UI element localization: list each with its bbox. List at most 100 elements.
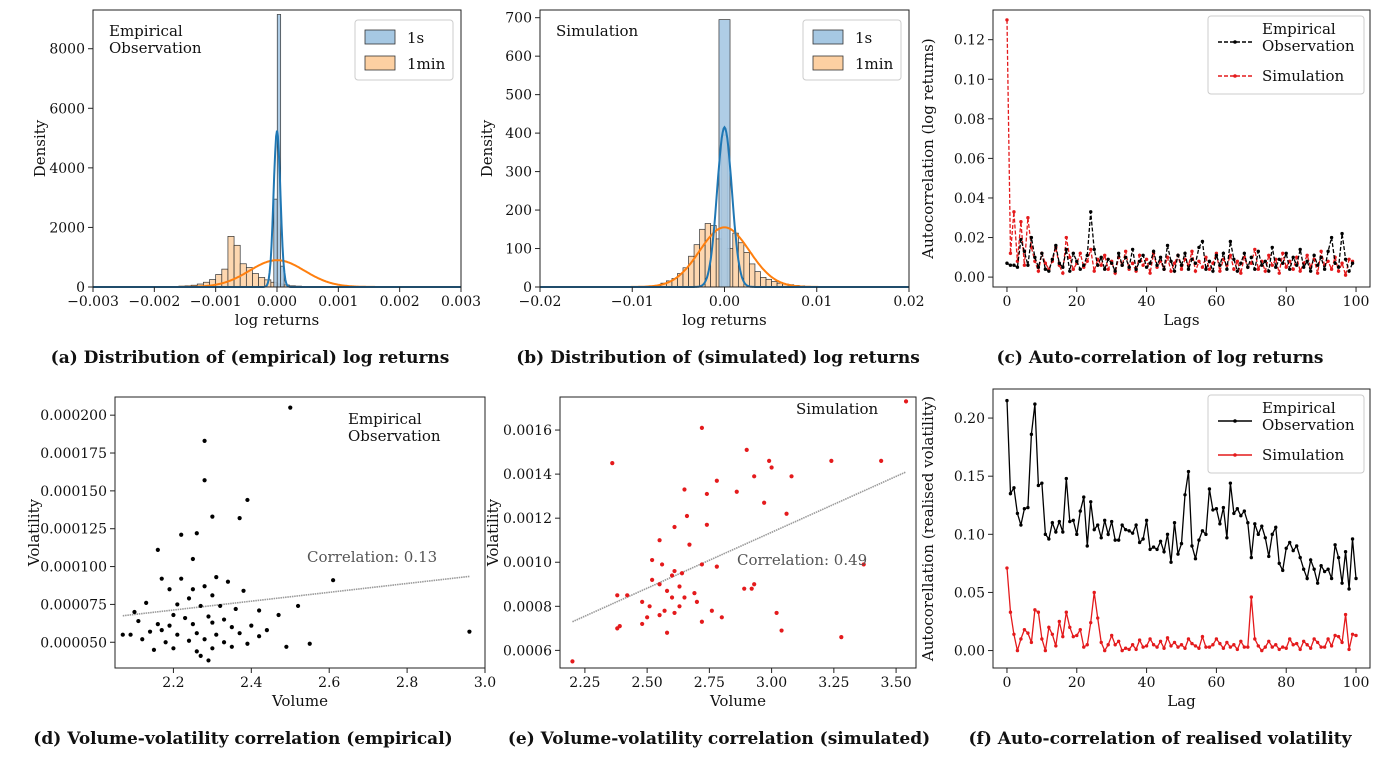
panel-f-point-simulation	[1207, 645, 1212, 649]
panel-f-point-simulation	[1078, 627, 1082, 632]
panel-c-point-empirical	[1207, 259, 1212, 263]
panel-b-legend-label-1s: 1s	[855, 29, 872, 47]
panel-f-point-empirical	[1200, 529, 1205, 533]
panel-c-point-simulation	[1106, 267, 1110, 271]
panel-f-axes-frame	[992, 388, 1371, 669]
panel-b-bar-1min	[699, 228, 706, 288]
panel-d-scatter-point	[210, 514, 215, 519]
panel-f-point-empirical	[1176, 552, 1180, 556]
panel-c-point-empirical	[1329, 235, 1334, 240]
panel-d-scatter-point	[331, 578, 336, 583]
panel-e-scatter-point	[699, 619, 705, 624]
panel-a-bar-1min	[252, 273, 259, 288]
panel-f-point-simulation	[1099, 640, 1103, 645]
panel-a-bar-1min	[233, 244, 241, 288]
panel-d-scatter-point	[221, 640, 227, 645]
panel-d-scatter-point	[284, 644, 289, 649]
panel-f-point-simulation	[1040, 637, 1044, 641]
panel-e-ytick-label: 0.0012	[503, 511, 552, 527]
panel-d-scatter-point	[229, 625, 234, 630]
panel-f-point-empirical	[1099, 536, 1103, 540]
panel-f-point-simulation	[1225, 640, 1229, 645]
panel-c-xtick-label: 60	[1207, 294, 1225, 310]
panel-c-point-empirical	[1343, 257, 1348, 261]
panel-f-point-empirical	[1336, 555, 1341, 560]
panel-e-scatter-point	[677, 584, 682, 589]
panel-e-scatter-point	[657, 613, 662, 618]
panel-d-ytick-label: 0.000050	[40, 635, 107, 651]
panel-e-annotation: Simulation	[796, 400, 879, 418]
panel-b-ytick-label: 0	[523, 280, 532, 296]
panel-f-xtick-label: 40	[1138, 675, 1156, 691]
panel-f-point-simulation	[1071, 634, 1075, 639]
panel-f-point-simulation	[1333, 633, 1337, 638]
panel-f-point-empirical	[1179, 541, 1184, 546]
panel-f-point-empirical	[1197, 538, 1201, 542]
panel-d-scatter-point	[194, 631, 199, 636]
panel-d-scatter-point	[206, 614, 211, 619]
panel-f-point-simulation	[1305, 643, 1309, 647]
panel-d-scatter-point	[257, 634, 262, 639]
panel-c-point-simulation	[1197, 259, 1201, 263]
panel-e-scatter-point	[903, 399, 909, 404]
panel-c-xlabel: Lags	[1163, 311, 1199, 329]
panel-d-scatter-point	[190, 621, 195, 627]
panel-c-ytick-label: 0.06	[954, 151, 985, 167]
panel-c-point-simulation	[1099, 263, 1103, 267]
panel-c-point-simulation	[1288, 259, 1292, 263]
panel-c-point-empirical	[1165, 243, 1170, 248]
panel-f-point-empirical	[1019, 523, 1023, 527]
panel-f-point-empirical	[1218, 522, 1222, 526]
panel-f-point-empirical	[1103, 518, 1107, 523]
panel-f-point-empirical	[1061, 530, 1065, 534]
panel-f-point-simulation	[1193, 644, 1198, 648]
panel-c-point-empirical	[1047, 269, 1051, 273]
panel-d-scatter-point	[210, 593, 215, 598]
panel-f-point-simulation	[1288, 637, 1292, 641]
panel-d-ytick-label: 0.000075	[40, 597, 107, 613]
panel-f-point-empirical	[1068, 519, 1072, 524]
panel-e-scatter-point	[679, 571, 685, 576]
panel-f-point-empirical	[1315, 581, 1320, 585]
panel-f-point-simulation	[1116, 639, 1121, 643]
panel-a-xtick-label: 0.000	[257, 294, 297, 310]
panel-f-point-empirical	[1301, 567, 1306, 571]
panel-f-point-empirical	[1298, 555, 1302, 560]
panel-c-point-empirical	[1123, 255, 1128, 260]
panel-c-point-empirical	[1158, 255, 1163, 260]
panel-c-point-empirical	[1256, 249, 1260, 254]
panel-c-point-empirical	[1026, 263, 1030, 267]
panel-f-point-simulation	[1022, 627, 1027, 632]
panel-e-scatter-point	[677, 604, 682, 609]
panel-f-point-simulation	[1005, 566, 1009, 570]
panel-c-point-empirical	[1061, 265, 1065, 269]
panel-d-scatter-point	[214, 575, 219, 580]
panel-f-point-simulation	[1106, 643, 1110, 647]
panel-f-point-simulation	[1294, 641, 1299, 646]
panel-d-scatter-point	[288, 405, 293, 410]
panel-f-point-simulation	[1113, 643, 1117, 647]
panel-c-point-simulation	[1267, 253, 1271, 258]
panel-f-point-simulation	[1214, 637, 1219, 641]
panel-c-point-empirical	[1336, 265, 1341, 269]
panel-c-legend-label-empirical: Empirical Observation	[1262, 20, 1355, 55]
panel-d-scatter-point	[241, 588, 246, 593]
panel-f-point-simulation	[1061, 634, 1065, 639]
panel-f-point-empirical	[1225, 536, 1229, 540]
panel-f-point-empirical	[1274, 525, 1278, 530]
panel-c-point-simulation	[1123, 249, 1128, 254]
panel-c-point-empirical	[1109, 261, 1114, 265]
panel-e-scatter-point	[662, 608, 667, 613]
panel-e-scatter-point	[657, 582, 662, 587]
panel-c-legend-box	[1207, 15, 1365, 95]
panel-d-scatter-point	[163, 640, 168, 645]
panel-e-scatter-point	[774, 610, 779, 616]
panel-e-correlation-label: Correlation: 0.49	[737, 551, 867, 569]
panel-e-scatter-point	[714, 564, 719, 569]
panel-f-xtick-label: 100	[1343, 675, 1370, 691]
panel-d-scatter-point	[171, 646, 176, 651]
panel-b-ytick-label: 600	[505, 49, 532, 65]
panel-b-xtick-label: −0.01	[611, 294, 654, 310]
panel-d-scatter-point	[245, 497, 250, 503]
panel-f-point-empirical	[1343, 550, 1348, 554]
